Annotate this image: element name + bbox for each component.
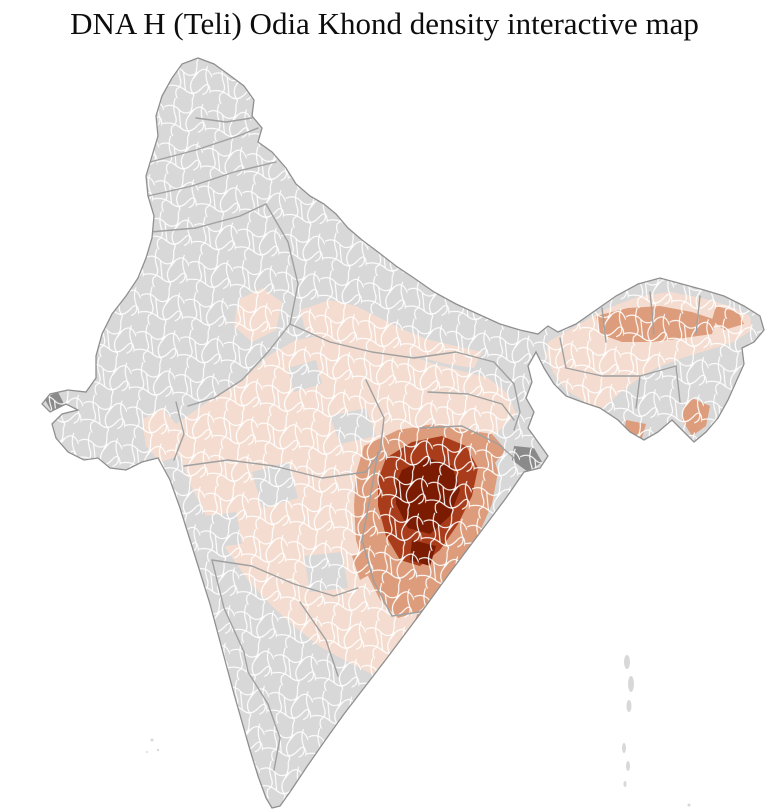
andaman-nicobar-islands[interactable] (622, 655, 691, 807)
state-border-line (427, 391, 515, 421)
choropleth-layers (42, 58, 764, 808)
state-border-line (195, 117, 253, 123)
island[interactable] (626, 761, 630, 771)
state-border-line (559, 337, 567, 369)
island[interactable] (628, 676, 634, 692)
state-border-line (299, 601, 339, 677)
state-border-line (365, 379, 385, 473)
state-border-line (147, 161, 277, 197)
island[interactable] (622, 743, 626, 753)
state-border-line (247, 671, 281, 771)
state-border-line (211, 559, 249, 673)
state-border-line (149, 203, 267, 233)
state-border-line (601, 307, 607, 343)
state-border-line (361, 451, 393, 617)
state-border-line (211, 559, 359, 597)
map-title: DNA H (Teli) Odia Khond density interact… (70, 6, 699, 41)
state-border-line (187, 203, 299, 407)
state-border-line (695, 295, 701, 335)
state-border-line (513, 383, 521, 431)
island[interactable] (626, 700, 632, 712)
island[interactable] (687, 803, 691, 807)
state-border-line (635, 375, 641, 409)
lakshadweep-islands[interactable] (146, 738, 160, 754)
state-border-line (149, 127, 259, 163)
island[interactable] (624, 655, 630, 669)
state-border-line (565, 365, 677, 377)
state-border-line (649, 291, 655, 335)
state-border-line (173, 401, 185, 461)
island[interactable] (150, 738, 154, 742)
district-boundaries-overlay (42, 58, 764, 808)
island[interactable] (623, 781, 627, 787)
state-border-line (289, 323, 515, 385)
state-border-line (183, 459, 367, 479)
island[interactable] (156, 748, 160, 752)
island[interactable] (146, 751, 148, 753)
state-border-line (675, 365, 681, 403)
state-border-line (419, 425, 515, 459)
